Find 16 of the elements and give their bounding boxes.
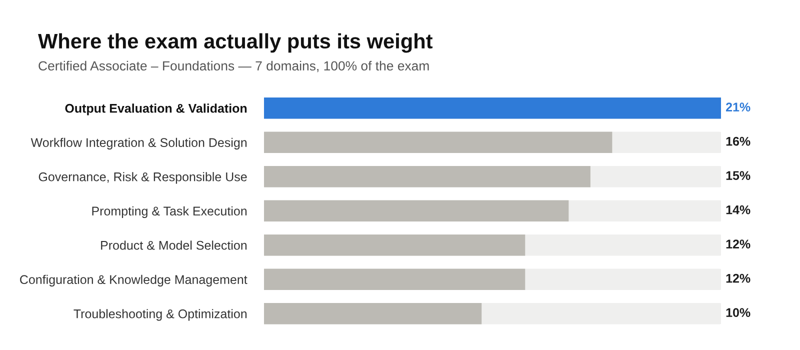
chart-title: Where the exam actually puts its weight [38, 33, 433, 53]
data-label: 21% [726, 102, 750, 112]
y-tick-label: Workflow Integration & Solution Design [30, 138, 247, 150]
data-label: 10% [726, 308, 750, 317]
data-label: 15% [726, 171, 750, 180]
data-label: 12% [726, 240, 750, 248]
y-tick-label: Product & Model Selection [101, 240, 247, 250]
data-label: 16% [726, 136, 750, 146]
y-tick-label: Troubleshooting & Optimization [74, 309, 247, 321]
data-label: 12% [726, 274, 750, 283]
chart-subtitle: Certified Associate – Foundations — 7 domains, 100% of the exam [38, 60, 429, 72]
y-tick-label: Prompting & Task Execution [92, 206, 247, 218]
y-tick-label: Configuration & Knowledge Management [20, 274, 248, 286]
y-tick-label: Output Evaluation & Validation [65, 104, 247, 116]
data-label: 14% [726, 205, 750, 214]
y-tick-label: Governance, Risk & Responsible Use [38, 172, 247, 184]
